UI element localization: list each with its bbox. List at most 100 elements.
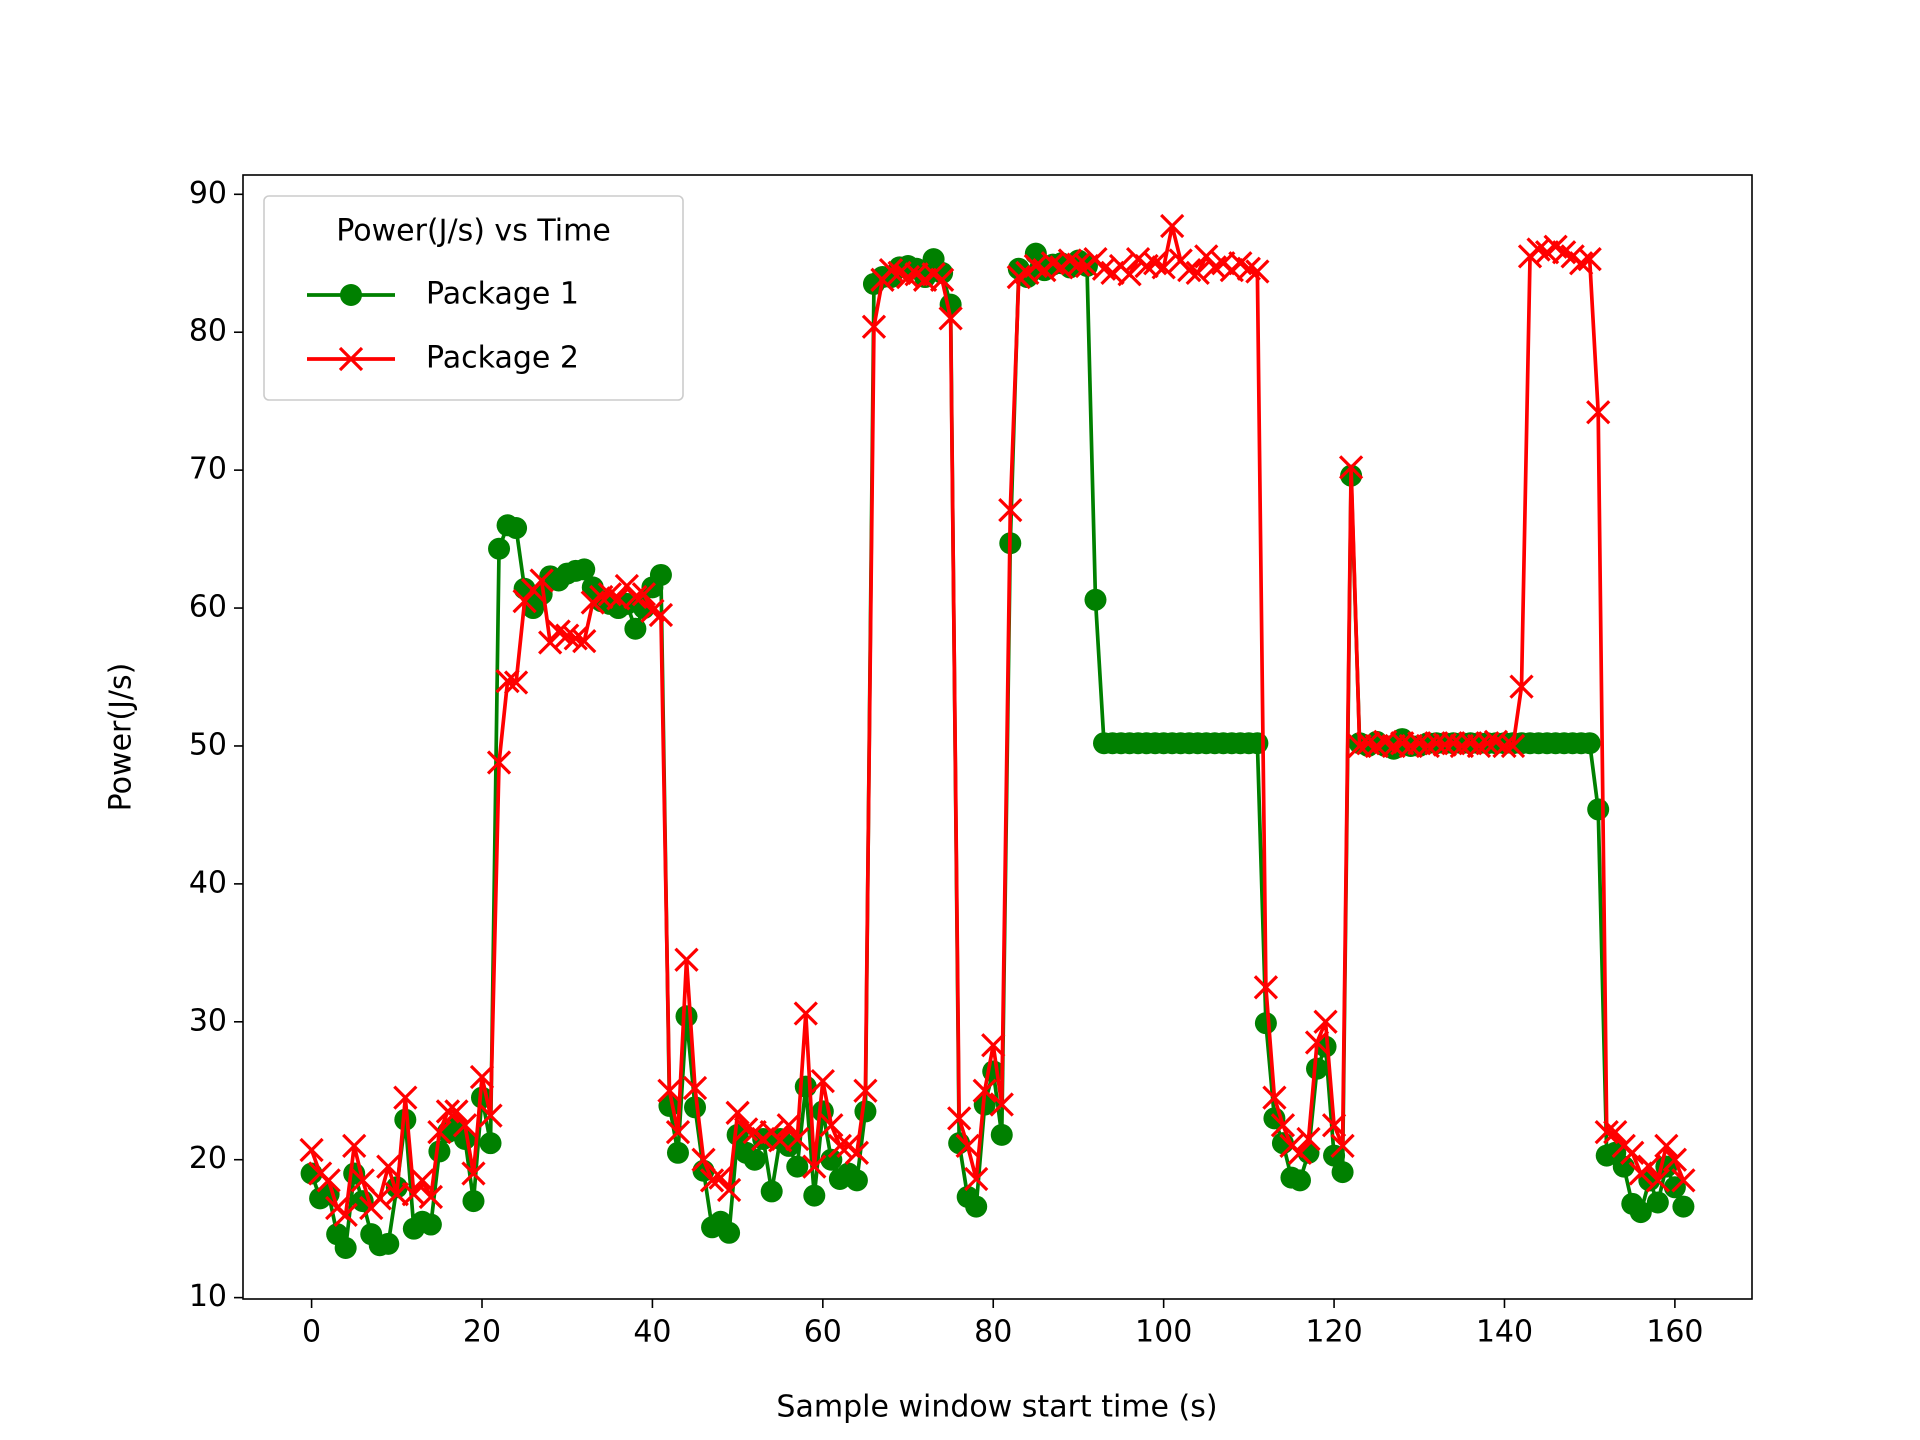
marker	[649, 563, 672, 586]
marker	[878, 258, 904, 283]
marker	[384, 1182, 409, 1207]
marker	[1594, 1119, 1619, 1145]
marker	[1338, 455, 1364, 480]
marker	[394, 1108, 417, 1131]
marker	[1577, 246, 1602, 272]
marker	[1449, 733, 1475, 759]
marker	[1407, 731, 1432, 756]
marker	[1646, 1191, 1669, 1214]
y-tick-label: 20	[189, 1141, 227, 1176]
marker	[675, 1005, 698, 1028]
marker	[505, 517, 528, 540]
marker	[964, 1166, 989, 1192]
y-tick-label: 80	[189, 314, 227, 349]
marker	[1177, 258, 1202, 283]
marker	[444, 1099, 469, 1124]
marker	[802, 1154, 827, 1179]
marker	[965, 1195, 988, 1218]
marker	[376, 1154, 401, 1179]
marker	[435, 1099, 461, 1124]
marker	[803, 1184, 826, 1207]
marker	[793, 1001, 818, 1026]
marker	[614, 573, 639, 599]
marker	[1331, 1161, 1354, 1184]
marker	[845, 1169, 868, 1192]
marker	[1287, 1140, 1313, 1165]
marker	[657, 1078, 682, 1103]
marker	[631, 582, 657, 607]
marker	[340, 284, 362, 306]
plot-frame	[242, 174, 1753, 1300]
marker	[776, 1113, 801, 1138]
x-axis-label: Sample window start time (s)	[776, 1390, 1217, 1425]
marker	[529, 568, 554, 593]
marker	[716, 1177, 742, 1203]
x-tick-label: 0	[302, 1315, 321, 1350]
marker	[1246, 732, 1269, 755]
marker	[410, 1168, 435, 1193]
marker	[1662, 1147, 1688, 1172]
x-tick-label: 140	[1476, 1315, 1533, 1350]
legend-title: Power(J/s) vs Time	[336, 214, 611, 249]
marker	[1262, 1085, 1287, 1110]
marker	[503, 670, 529, 695]
marker	[623, 584, 648, 610]
marker	[665, 1119, 691, 1145]
y-tick-label: 70	[189, 452, 227, 487]
marker	[1637, 1154, 1662, 1179]
marker	[512, 589, 537, 614]
marker	[1151, 255, 1176, 280]
marker	[338, 346, 364, 372]
marker	[810, 1068, 835, 1094]
marker	[461, 1161, 486, 1186]
marker	[1185, 260, 1210, 286]
marker	[1578, 732, 1601, 755]
x-tick-label: 120	[1305, 1315, 1362, 1350]
marker	[427, 1119, 452, 1145]
marker	[393, 1085, 418, 1110]
marker	[1500, 733, 1526, 759]
marker	[419, 1213, 442, 1236]
legend-label: Package 2	[426, 341, 579, 376]
marker	[844, 1140, 870, 1165]
marker	[1586, 400, 1611, 425]
marker	[854, 1100, 877, 1123]
marker	[1672, 1195, 1695, 1218]
marker	[1296, 1126, 1321, 1152]
marker	[299, 1137, 324, 1163]
marker	[1603, 1119, 1628, 1145]
marker	[1492, 733, 1517, 759]
x-tick-label: 40	[633, 1315, 671, 1350]
marker	[820, 1148, 843, 1171]
marker	[453, 1128, 476, 1151]
marker	[342, 1133, 367, 1159]
marker	[563, 626, 588, 651]
marker	[648, 602, 674, 628]
marker	[1612, 1155, 1635, 1178]
marker	[734, 1117, 759, 1142]
y-tick-label: 10	[189, 1279, 227, 1314]
marker	[819, 1113, 844, 1138]
marker	[1645, 1168, 1670, 1193]
marker	[1160, 213, 1185, 239]
marker	[1321, 1113, 1347, 1138]
marker	[1671, 1168, 1696, 1193]
marker	[938, 306, 963, 331]
legend-box	[263, 195, 684, 401]
marker	[1016, 266, 1039, 289]
marker	[1304, 1030, 1330, 1055]
marker	[990, 1123, 1013, 1146]
marker	[1194, 244, 1219, 269]
marker	[469, 1064, 495, 1090]
marker	[334, 1236, 357, 1259]
marker	[478, 1103, 503, 1128]
marker	[1441, 731, 1466, 756]
marker	[1306, 1057, 1329, 1080]
marker	[998, 497, 1023, 523]
y-tick-label: 30	[189, 1003, 227, 1038]
marker	[479, 1132, 502, 1155]
marker	[1347, 733, 1372, 759]
marker	[674, 947, 699, 972]
marker	[377, 1232, 400, 1255]
